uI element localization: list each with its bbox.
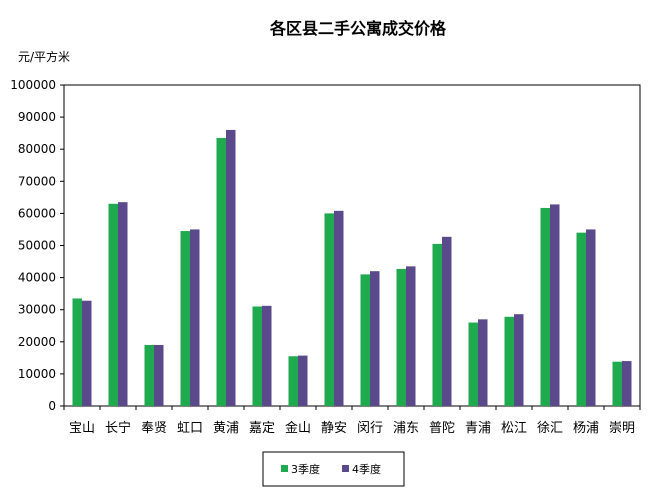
bar-q3-2 <box>144 345 154 406</box>
y-tick-label-7: 70000 <box>18 174 56 188</box>
y-tick-label-9: 90000 <box>18 110 56 124</box>
x-tick-label-4: 黄浦 <box>213 421 239 436</box>
y-tick-label-10: 100000 <box>10 78 56 92</box>
y-tick-label-3: 30000 <box>18 303 56 317</box>
chart-title: 各区县二手公寓成交价格 <box>269 19 447 38</box>
bar-q3-5 <box>252 306 262 406</box>
x-tick-label-14: 杨浦 <box>573 421 599 436</box>
bar-q3-6 <box>288 356 298 406</box>
x-tick-label-3: 虹口 <box>177 421 203 436</box>
legend-label-q4: 4季度 <box>352 462 381 476</box>
bar-q3-15 <box>612 361 622 406</box>
bar-q4-5 <box>262 305 272 406</box>
legend-swatch-q4 <box>342 465 349 472</box>
x-tick-label-10: 普陀 <box>429 420 455 436</box>
bar-q4-6 <box>298 355 308 406</box>
x-tick-label-9: 浦东 <box>393 421 419 436</box>
legend: 3季度 4季度 <box>262 451 405 487</box>
x-tick-label-6: 金山 <box>285 420 311 436</box>
bar-q3-7 <box>324 213 334 406</box>
bar-q3-1 <box>108 203 118 406</box>
plot-area: 0 10000 20000 30000 40000 50000 60000 70000 8000… <box>10 78 641 436</box>
y-tick-label-2: 20000 <box>18 335 56 349</box>
bar-q3-0 <box>72 298 82 406</box>
bar-q4-0 <box>82 300 92 406</box>
y-axis-unit-label: 元/平方米 <box>18 49 70 64</box>
legend-swatch-q3 <box>281 465 288 472</box>
bar-q4-13 <box>550 204 560 406</box>
x-tick-label-7: 静安 <box>321 421 347 436</box>
bar-q4-4 <box>226 129 236 406</box>
bar-q4-3 <box>190 229 200 406</box>
bar-q4-9 <box>406 266 416 406</box>
bar-q4-2 <box>154 345 164 406</box>
x-tick-label-12: 松江 <box>501 421 527 436</box>
y-tick-label-4: 40000 <box>18 271 56 285</box>
bar-q3-4 <box>216 137 226 406</box>
x-tick-label-0: 宝山 <box>69 421 95 436</box>
bar-q3-14 <box>576 232 586 406</box>
bar-q3-8 <box>360 274 370 406</box>
bar-q4-7 <box>334 210 344 406</box>
bar-q4-8 <box>370 271 380 406</box>
y-tick-label-6: 60000 <box>18 206 56 220</box>
bar-q3-13 <box>540 207 550 406</box>
x-tick-label-15: 崇明 <box>609 421 635 436</box>
x-tick-label-11: 青浦 <box>465 421 491 436</box>
y-tick-label-5: 50000 <box>18 239 56 253</box>
y-tick-label-1: 10000 <box>18 367 56 381</box>
bar-q4-11 <box>478 319 488 406</box>
bar-q3-3 <box>180 231 190 406</box>
x-tick-label-5: 嘉定 <box>249 421 275 436</box>
x-tick-label-13: 徐汇 <box>537 421 563 436</box>
x-tick-label-1: 长宁 <box>105 420 131 436</box>
bar-q4-15 <box>622 361 632 406</box>
bar-q3-9 <box>396 268 406 406</box>
bar-q4-14 <box>586 229 596 406</box>
y-tick-label-8: 80000 <box>18 142 56 156</box>
bar-q4-1 <box>118 202 128 406</box>
bar-q3-12 <box>504 316 514 406</box>
bar-q3-10 <box>432 243 442 406</box>
legend-label-q3: 3季度 <box>291 462 320 476</box>
x-tick-label-2: 奉贤 <box>141 421 167 436</box>
y-tick-label-0: 0 <box>48 399 56 413</box>
bar-q3-11 <box>468 322 478 406</box>
bar-q4-10 <box>442 236 452 406</box>
x-tick-label-8: 闵行 <box>357 421 383 436</box>
bar-q4-12 <box>514 314 524 406</box>
